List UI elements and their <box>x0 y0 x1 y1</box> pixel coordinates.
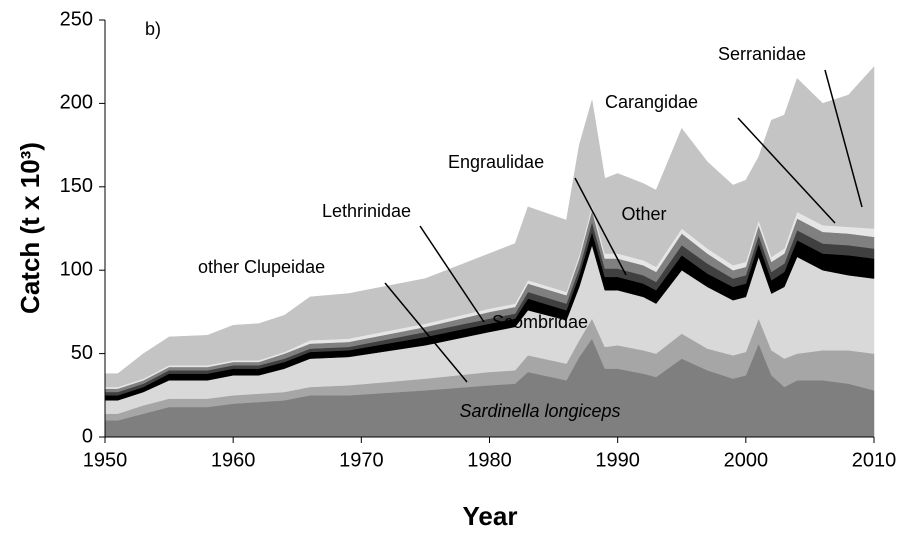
series-label: Serranidae <box>718 44 806 64</box>
x-tick-label: 1960 <box>211 449 256 471</box>
series-label: Scombridae <box>492 312 588 332</box>
y-tick-label: 0 <box>82 425 93 447</box>
series-label: Carangidae <box>605 92 698 112</box>
area <box>104 66 875 388</box>
y-tick-label: 100 <box>60 258 93 280</box>
leader-line <box>824 69 863 208</box>
x-tick-label: 1970 <box>339 449 384 471</box>
y-tick-label: 250 <box>60 8 93 30</box>
x-tick-label: 1950 <box>83 449 128 471</box>
y-tick-label: 150 <box>60 175 93 197</box>
series-label: Sardinella longiceps <box>459 401 620 421</box>
leader-line <box>419 225 485 323</box>
series-label: Engraulidae <box>448 152 544 172</box>
y-tick-label: 50 <box>71 342 93 364</box>
series-label: Other <box>621 204 666 224</box>
leader-line <box>384 282 468 383</box>
leader-line <box>574 177 627 276</box>
y-tick-label: 200 <box>60 92 93 114</box>
areas <box>104 66 875 438</box>
series-label: other Clupeidae <box>198 257 325 277</box>
x-tick-label: 1990 <box>595 449 640 471</box>
leader-line <box>737 117 836 224</box>
y-axis-label: Catch (t x 10³) <box>15 142 45 314</box>
x-tick-label: 1980 <box>467 449 512 471</box>
series-label: Lethrinidae <box>322 201 411 221</box>
x-tick-label: 2000 <box>724 449 769 471</box>
panel-label: b) <box>145 19 161 39</box>
x-axis-label: Year <box>463 501 518 531</box>
x-tick-label: 2010 <box>852 449 897 471</box>
